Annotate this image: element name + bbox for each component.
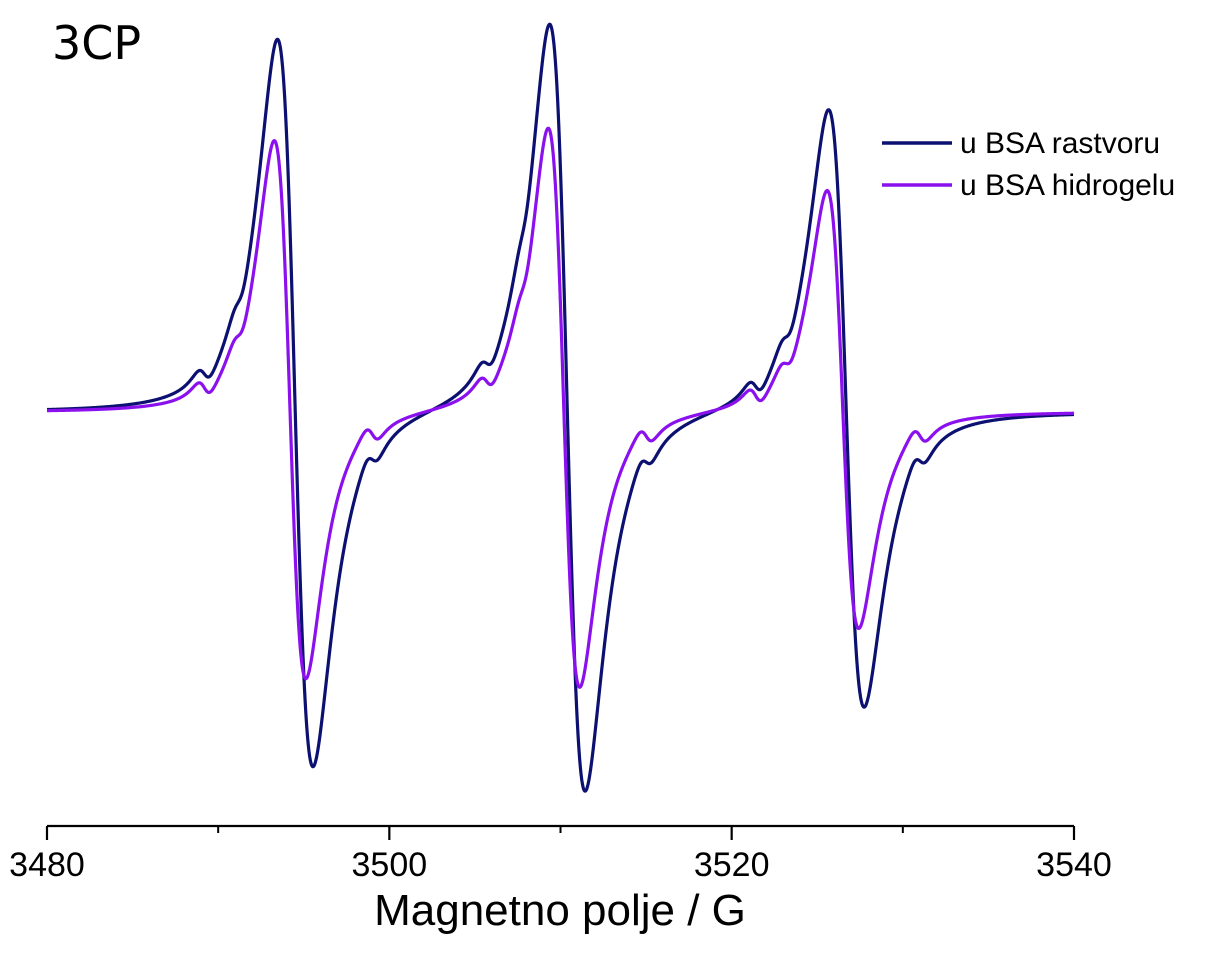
x-tick-label: 3540 <box>1036 846 1112 884</box>
legend-label: u BSA hidrogelu <box>960 169 1175 202</box>
x-axis: 3480 3500 3520 3540 <box>9 826 1112 884</box>
legend-label: u BSA rastvoru <box>960 127 1160 160</box>
chart-title: 3CP <box>52 16 141 70</box>
legend: u BSA rastvoru u BSA hidrogelu <box>882 127 1175 202</box>
x-tick-label: 3500 <box>352 846 428 884</box>
x-tick-label: 3480 <box>9 846 85 884</box>
series-line-1 <box>47 24 1074 791</box>
x-tick-label: 3520 <box>694 846 770 884</box>
series-layer <box>47 24 1074 791</box>
x-axis-label: Magnetno polje / G <box>0 886 1120 936</box>
